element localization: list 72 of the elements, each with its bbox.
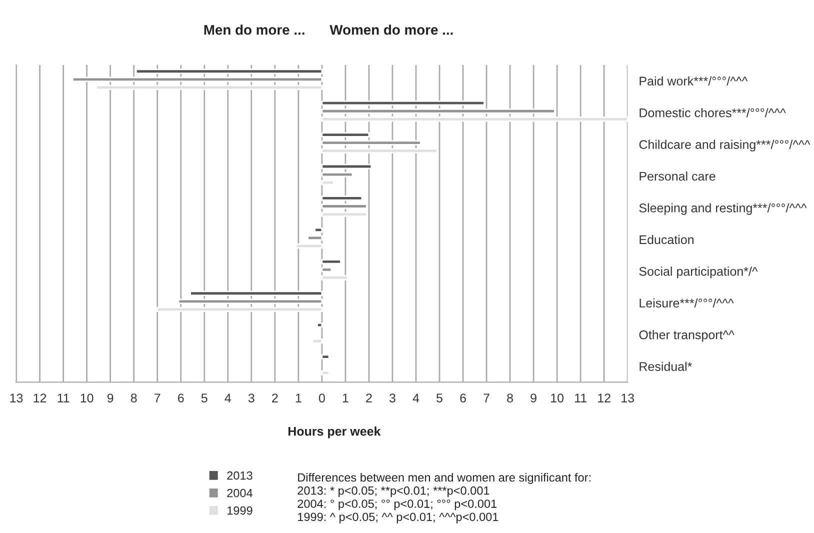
x-tick-label: 8 <box>130 394 137 402</box>
y-tick-label: Childcare and raising***/°°°/^^^ <box>639 140 810 152</box>
legend-label: 2004 <box>227 488 252 498</box>
bar <box>321 148 438 154</box>
bar <box>178 298 323 304</box>
bar <box>321 370 330 376</box>
bar <box>307 235 323 241</box>
x-tick-label: 4 <box>412 394 420 402</box>
y-tick-label: Personal care <box>640 171 716 181</box>
bar <box>321 212 368 217</box>
y-tick-label: Education <box>640 234 694 244</box>
y-tick-label: Paid work***/°°°/^^^ <box>640 76 748 86</box>
x-tick-label: 6 <box>460 394 466 402</box>
x-tick-label: 5 <box>436 394 442 402</box>
x-tick-label: 3 <box>248 394 254 402</box>
x-tick-label: 5 <box>201 394 208 402</box>
bar <box>321 116 628 122</box>
x-tick-label: 3 <box>389 394 396 402</box>
bar <box>321 354 330 360</box>
bar <box>190 290 323 296</box>
text: Differences between men and women are significant for: 2013: * p<0.05; **p<0.01; ***p<0.001 2004: ° p<0.05; °° p<0.01; °°° p<0.001 1999: ^ p<0.05; ^^ p<0.01; ^^^p<0.001 <box>298 472 590 524</box>
x-tick-label: 1 <box>342 394 348 402</box>
bar <box>72 76 323 82</box>
x-tick-label: 11 <box>58 394 70 402</box>
text: Men do more ... <box>204 24 304 35</box>
x-tick-label: 7 <box>154 394 160 402</box>
bar <box>316 322 323 328</box>
bar <box>321 100 485 106</box>
bar <box>321 259 342 264</box>
bar <box>321 275 348 280</box>
bar <box>321 196 363 201</box>
x-tick-label: 9 <box>530 394 536 402</box>
bar <box>321 108 556 114</box>
legend-label: 2013 <box>227 471 252 480</box>
x-tick-label: 13 <box>10 394 23 402</box>
y-tick-label: Sleeping and resting***/°°°/^^^ <box>639 203 807 215</box>
x-tick-label: 12 <box>34 394 46 402</box>
bar <box>96 84 323 90</box>
bar <box>135 68 323 74</box>
y-tick-label: Domestic chores***/°°°/^^^ <box>640 108 786 118</box>
y-tick-label: Residual* <box>640 362 692 371</box>
x-tick-label: 7 <box>484 394 490 402</box>
bar <box>321 132 370 138</box>
bar <box>156 306 323 312</box>
bar <box>321 180 334 186</box>
x-tick-label: 8 <box>507 394 513 402</box>
legend-label: 1999 <box>227 506 252 515</box>
bar <box>321 140 422 146</box>
x-tick-label: 2 <box>272 394 278 402</box>
x-tick-label: 11 <box>575 394 586 402</box>
x-tick-label: 2 <box>366 394 372 402</box>
x-tick-label: 1 <box>296 394 302 402</box>
x-tick-label: 12 <box>598 394 610 402</box>
bar <box>295 243 323 249</box>
text: Women do more ... <box>330 24 453 35</box>
y-tick-label: Other transport^^ <box>639 330 734 342</box>
x-tick-label: 9 <box>107 394 114 402</box>
x-tick-label: 4 <box>224 394 231 402</box>
y-tick-label: Social participation*/^ <box>639 266 758 278</box>
x-tick-label: 6 <box>178 394 184 402</box>
bar <box>321 267 332 272</box>
bar <box>312 338 323 344</box>
y-tick-label: Leisure***/°°°/^^^ <box>640 298 734 308</box>
bar <box>321 172 354 178</box>
bar <box>314 227 323 233</box>
bar <box>321 164 372 170</box>
x-tick-label: 10 <box>80 394 94 402</box>
x-tick-label: 0 <box>318 394 325 402</box>
bar <box>321 204 368 209</box>
x-axis-title: Hours per week <box>288 426 381 438</box>
x-tick-label: 13 <box>622 394 634 402</box>
x-tick-label: 10 <box>551 394 564 402</box>
